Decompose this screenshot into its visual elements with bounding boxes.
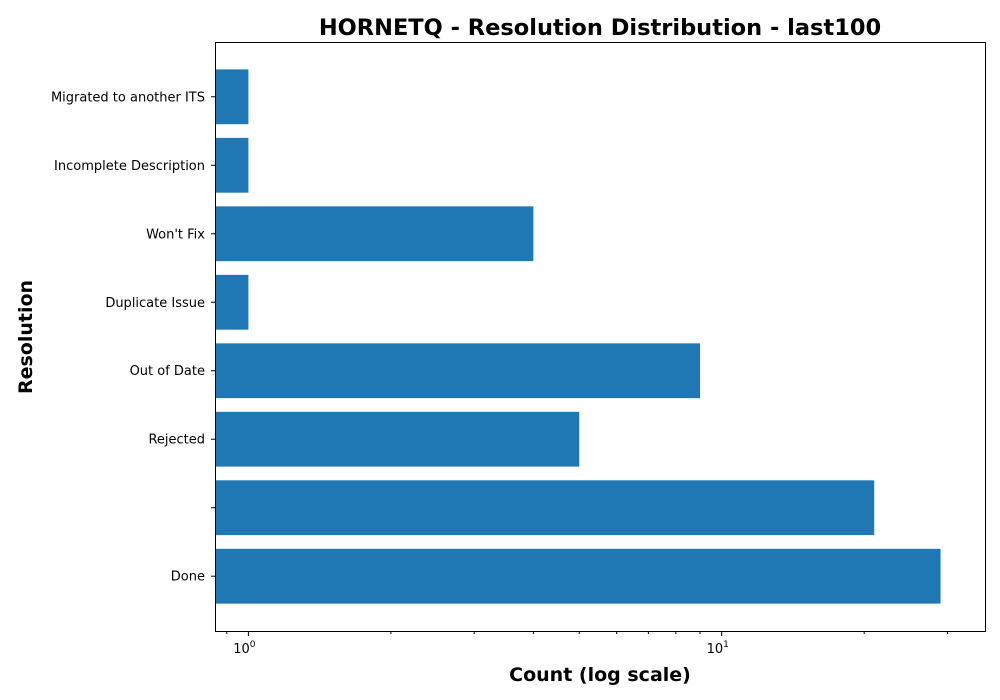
x-tick-label: 101	[707, 640, 729, 657]
bar	[215, 548, 941, 604]
y-tick-label: Out of Date	[130, 364, 205, 379]
y-tick-label: Duplicate Issue	[105, 296, 205, 311]
chart-title: HORNETQ - Resolution Distribution - last…	[319, 15, 881, 41]
bar	[215, 274, 249, 330]
x-tick-exponent: 0	[250, 640, 256, 650]
x-tick-base: 10	[233, 642, 250, 657]
x-axis-ticks: 100 101	[226, 631, 949, 657]
y-axis-ticks: Done Rejected Out of Date Duplicate Issue Wo…	[51, 90, 215, 585]
x-tick-exponent: 1	[723, 640, 729, 650]
y-tick-label: Rejected	[148, 433, 205, 448]
bar	[215, 69, 249, 125]
y-axis-label: Resolution	[15, 280, 37, 394]
x-tick-label: 100	[233, 640, 256, 657]
bar	[215, 137, 249, 193]
y-tick-label: Won't Fix	[146, 227, 205, 242]
bar	[215, 411, 580, 467]
x-axis-label: Count (log scale)	[509, 664, 691, 686]
bars-group	[215, 69, 941, 604]
plot-frame	[215, 42, 986, 632]
bar	[215, 206, 534, 262]
bar	[215, 343, 701, 399]
y-tick-label: Migrated to another ITS	[51, 90, 205, 105]
y-tick-label: Incomplete Description	[54, 159, 205, 174]
x-tick-base: 10	[707, 642, 724, 657]
bar	[215, 480, 875, 536]
y-tick-label: Done	[171, 570, 205, 585]
